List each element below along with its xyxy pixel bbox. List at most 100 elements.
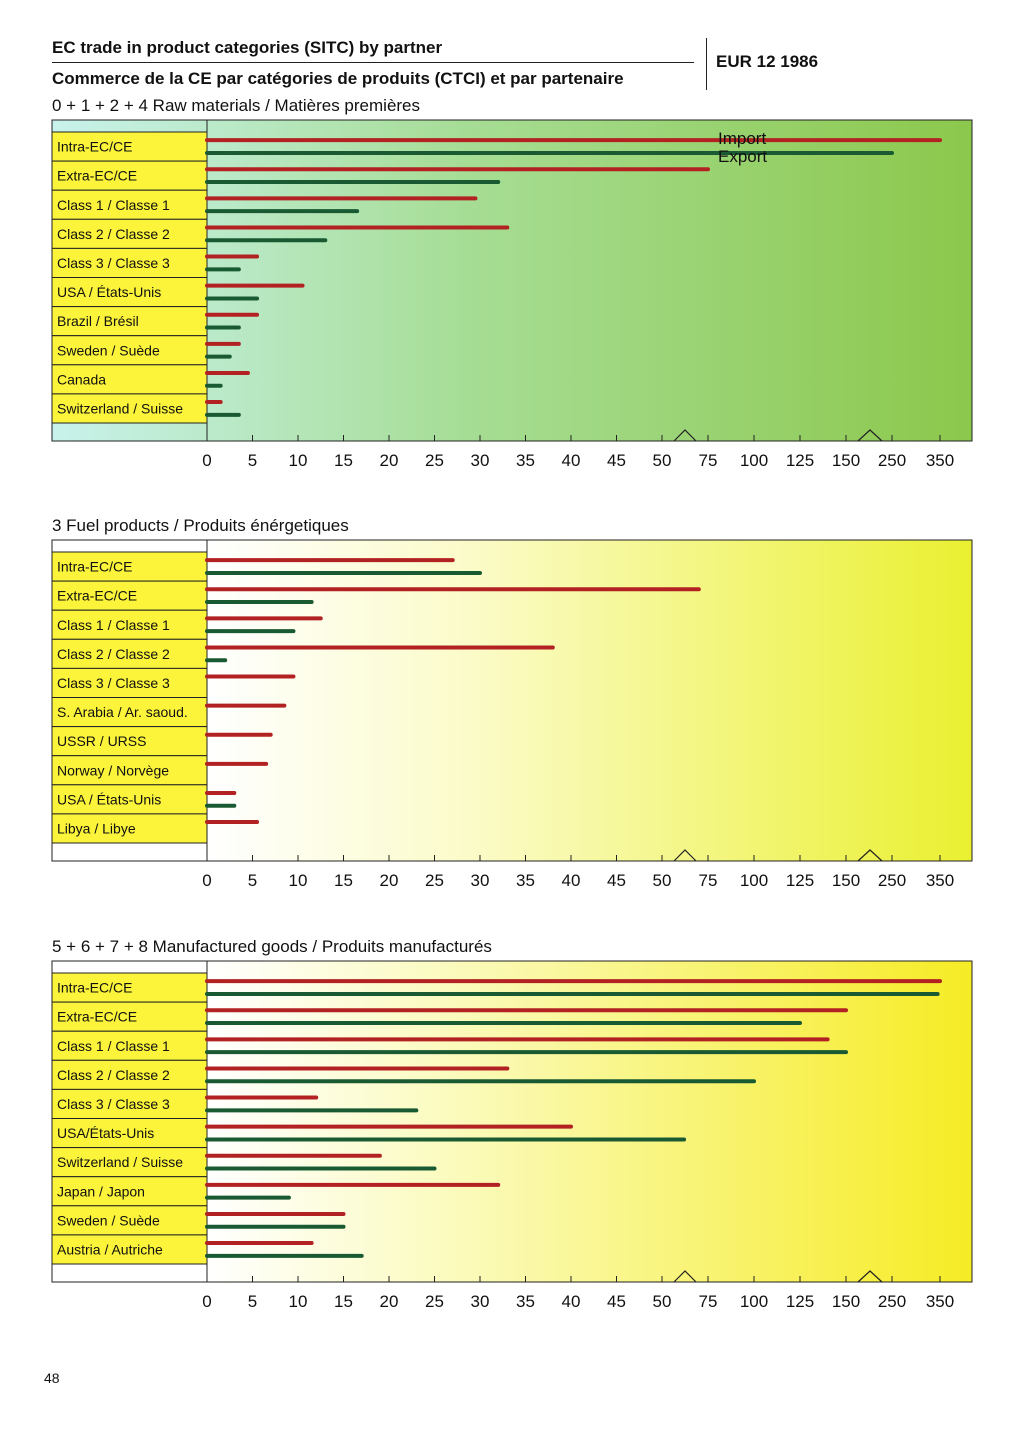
x-tick-label-250: 250 [878, 871, 906, 890]
page-number: 48 [44, 1370, 60, 1386]
x-tick-label-100: 100 [740, 1292, 768, 1311]
category-cell [51, 364, 208, 395]
x-tick-label-0: 0 [202, 451, 211, 470]
category-label-class-1-classe-1: Class 1 / Classe 1 [57, 617, 170, 633]
x-tick-label-20: 20 [380, 1292, 399, 1311]
category-label-class-1-classe-1: Class 1 / Classe 1 [57, 1038, 170, 1054]
x-tick-label-15: 15 [334, 871, 353, 890]
category-label-class-2-classe-2: Class 2 / Classe 2 [57, 1067, 170, 1083]
chart-manufactured-goods: 5 + 6 + 7 + 8 Manufactured goods / Produ… [51, 937, 973, 1311]
x-tick-label-45: 45 [607, 871, 626, 890]
axis-break-mark [857, 429, 883, 442]
category-label-intra-ec-ce: Intra-EC/CE [57, 980, 132, 996]
x-tick-label-40: 40 [562, 451, 581, 470]
x-tick-label-150: 150 [832, 1292, 860, 1311]
x-tick-label-75: 75 [699, 451, 718, 470]
x-tick-label-150: 150 [832, 451, 860, 470]
category-label-brazil-br-sil: Brazil / Brésil [57, 313, 139, 329]
category-label-libya-libye: Libya / Libye [57, 820, 136, 836]
x-tick-label-250: 250 [878, 1292, 906, 1311]
x-tick-label-25: 25 [425, 871, 444, 890]
x-tick-label-10: 10 [289, 1292, 308, 1311]
x-tick-label-350: 350 [926, 451, 954, 470]
x-tick-label-125: 125 [786, 871, 814, 890]
chart-fuel-products: 3 Fuel products / Produits énérgetiques I… [51, 516, 973, 890]
category-label-intra-ec-ce: Intra-EC/CE [57, 139, 132, 155]
title-english: EC trade in product categories (SITC) by… [52, 38, 443, 57]
x-tick-label-30: 30 [471, 451, 490, 470]
x-tick-label-45: 45 [607, 1292, 626, 1311]
category-cell [51, 580, 208, 611]
x-tick-label-10: 10 [289, 871, 308, 890]
axis-break-mark [673, 1270, 697, 1283]
category-label-intra-ec-ce: Intra-EC/CE [57, 559, 132, 575]
category-label-class-2-classe-2: Class 2 / Classe 2 [57, 646, 170, 662]
category-label-class-3-classe-3: Class 3 / Classe 3 [57, 675, 170, 691]
category-label-norway-norv-ge: Norway / Norvège [57, 762, 169, 778]
category-label-extra-ec-ce: Extra-EC/CE [57, 168, 137, 184]
x-tick-label-75: 75 [699, 1292, 718, 1311]
x-tick-label-15: 15 [334, 451, 353, 470]
category-cell [51, 609, 208, 640]
x-tick-label-100: 100 [740, 871, 768, 890]
header-divider [706, 38, 707, 90]
x-tick-label-35: 35 [516, 1292, 535, 1311]
chart-raw-materials: 0 + 1 + 2 + 4 Raw materials / Matières p… [51, 96, 973, 470]
chart-title: 0 + 1 + 2 + 4 Raw materials / Matières p… [52, 96, 420, 115]
category-cell [51, 1118, 208, 1149]
title-french: Commerce de la CE par catégories de prod… [52, 69, 624, 88]
x-tick-label-0: 0 [202, 871, 211, 890]
legend-label-export: Export [718, 147, 767, 166]
x-tick-label-350: 350 [926, 871, 954, 890]
category-label-usa-tats-unis: USA/États-Unis [57, 1125, 154, 1141]
category-cell [51, 1205, 208, 1236]
axis-break-mark [857, 849, 883, 862]
category-label-usa-tats-unis: USA / États-Unis [57, 284, 161, 300]
x-tick-label-30: 30 [471, 871, 490, 890]
category-label-sweden-su-de: Sweden / Suède [57, 1212, 160, 1228]
x-tick-label-0: 0 [202, 1292, 211, 1311]
category-cell [51, 306, 208, 337]
category-cell [51, 335, 208, 366]
x-tick-label-35: 35 [516, 451, 535, 470]
legend-label-import: Import [718, 129, 766, 148]
category-label-usa-tats-unis: USA / États-Unis [57, 791, 161, 807]
title-divider [52, 62, 694, 63]
plot-background [207, 540, 972, 861]
category-label-class-1-classe-1: Class 1 / Classe 1 [57, 197, 170, 213]
category-label-class-2-classe-2: Class 2 / Classe 2 [57, 226, 170, 242]
category-cell [51, 726, 208, 757]
category-cell [51, 1234, 208, 1265]
category-cell [51, 697, 208, 728]
x-tick-label-50: 50 [653, 1292, 672, 1311]
x-tick-label-5: 5 [248, 871, 257, 890]
category-cell [51, 1088, 208, 1119]
x-tick-label-30: 30 [471, 1292, 490, 1311]
page-header: EC trade in product categories (SITC) by… [0, 0, 1024, 120]
category-label-sweden-su-de: Sweden / Suède [57, 342, 160, 358]
category-label-switzerland-suisse: Switzerland / Suisse [57, 400, 183, 416]
x-tick-label-25: 25 [425, 1292, 444, 1311]
category-cell [51, 393, 208, 424]
category-cell [51, 638, 208, 669]
axis-break-mark [857, 1270, 883, 1283]
category-label-class-3-classe-3: Class 3 / Classe 3 [57, 255, 170, 271]
x-tick-label-25: 25 [425, 451, 444, 470]
x-tick-label-125: 125 [786, 451, 814, 470]
x-tick-label-20: 20 [380, 871, 399, 890]
category-cell [51, 1001, 208, 1032]
category-label-extra-ec-ce: Extra-EC/CE [57, 1009, 137, 1025]
category-label-canada: Canada [57, 371, 106, 387]
category-label-s-arabia-ar-saoud: S. Arabia / Ar. saoud. [57, 704, 188, 720]
category-label-ussr-urss: USSR / URSS [57, 733, 146, 749]
category-label-switzerland-suisse: Switzerland / Suisse [57, 1154, 183, 1170]
category-cell [51, 1176, 208, 1207]
x-tick-label-350: 350 [926, 1292, 954, 1311]
category-label-class-3-classe-3: Class 3 / Classe 3 [57, 1096, 170, 1112]
category-label-extra-ec-ce: Extra-EC/CE [57, 588, 137, 604]
x-tick-label-15: 15 [334, 1292, 353, 1311]
x-tick-label-5: 5 [248, 1292, 257, 1311]
axis-break-mark [673, 849, 697, 862]
category-cell [51, 667, 208, 698]
x-tick-label-75: 75 [699, 871, 718, 890]
